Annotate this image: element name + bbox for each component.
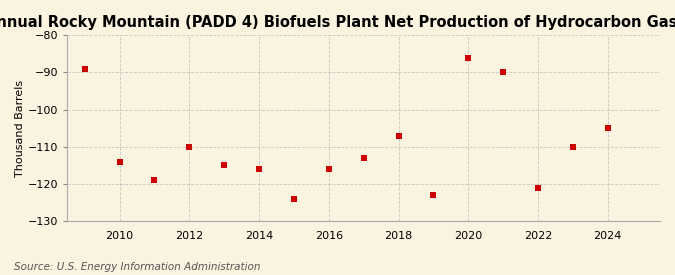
Point: [323, 167, 334, 171]
Point: [358, 156, 369, 160]
Point: [149, 178, 160, 182]
Point: [602, 126, 613, 130]
Point: [393, 133, 404, 138]
Y-axis label: Thousand Barrels: Thousand Barrels: [15, 80, 25, 177]
Title: Annual Rocky Mountain (PADD 4) Biofuels Plant Net Production of Hydrocarbon Gas : Annual Rocky Mountain (PADD 4) Biofuels …: [0, 15, 675, 30]
Point: [497, 70, 508, 75]
Point: [184, 145, 194, 149]
Point: [254, 167, 265, 171]
Point: [568, 145, 578, 149]
Point: [80, 67, 90, 71]
Point: [219, 163, 230, 167]
Point: [463, 56, 474, 60]
Point: [533, 185, 543, 190]
Point: [288, 197, 299, 201]
Point: [428, 193, 439, 197]
Point: [114, 160, 125, 164]
Text: Source: U.S. Energy Information Administration: Source: U.S. Energy Information Administ…: [14, 262, 260, 272]
